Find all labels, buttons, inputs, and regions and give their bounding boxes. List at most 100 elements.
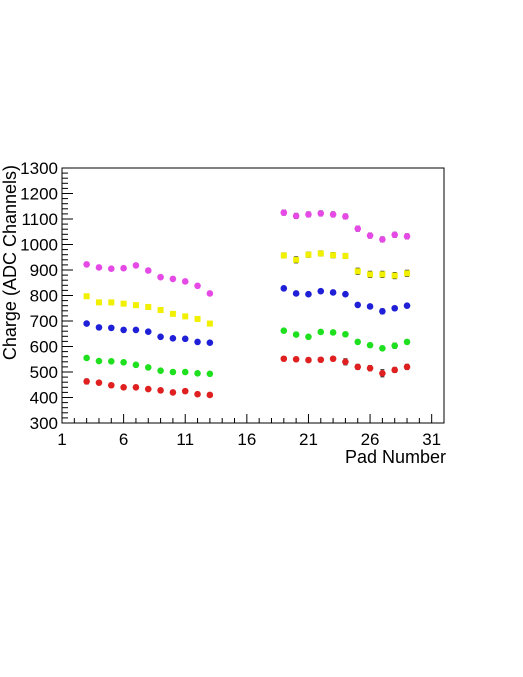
data-point	[169, 310, 176, 317]
data-point	[367, 270, 374, 278]
marker	[83, 354, 90, 362]
data-point	[83, 320, 90, 327]
marker	[391, 342, 399, 350]
marker	[366, 232, 374, 239]
marker	[132, 384, 140, 391]
data-point	[120, 300, 127, 307]
data-point	[354, 267, 361, 275]
data-series	[83, 209, 411, 399]
data-point	[206, 370, 214, 378]
data-point	[280, 252, 287, 259]
marker	[83, 378, 90, 385]
marker	[366, 303, 374, 310]
data-point	[206, 391, 214, 399]
data-point	[144, 385, 152, 393]
marker	[95, 299, 102, 306]
marker	[305, 290, 312, 298]
marker	[354, 268, 361, 275]
data-point	[391, 342, 399, 350]
marker	[145, 303, 152, 310]
marker	[342, 252, 349, 259]
data-point	[132, 361, 140, 369]
data-point	[157, 333, 164, 341]
data-point	[403, 363, 411, 371]
data-point	[379, 236, 386, 243]
data-point	[120, 326, 127, 334]
data-point	[95, 379, 103, 387]
marker	[329, 289, 337, 296]
data-point	[157, 307, 164, 314]
marker	[330, 252, 337, 259]
x-tick-label: 11	[176, 430, 194, 449]
marker	[206, 290, 214, 297]
data-point	[83, 354, 90, 362]
x-tick-label: 26	[361, 430, 380, 449]
marker	[120, 264, 127, 272]
data-point	[403, 233, 411, 240]
series-2	[83, 250, 411, 327]
data-point	[181, 368, 189, 376]
marker	[317, 287, 325, 295]
x-tick-label: 31	[422, 430, 441, 449]
marker	[379, 369, 386, 377]
marker	[108, 299, 115, 306]
marker	[132, 302, 139, 309]
marker	[329, 329, 337, 336]
marker	[194, 369, 201, 377]
data-point	[317, 210, 325, 217]
data-point	[83, 293, 90, 300]
data-point	[181, 278, 189, 285]
data-point	[206, 290, 214, 297]
marker	[107, 324, 115, 332]
marker	[181, 368, 189, 376]
data-point	[107, 265, 115, 273]
marker	[280, 252, 287, 259]
marker	[305, 333, 312, 341]
data-point	[181, 387, 189, 395]
marker	[292, 290, 300, 297]
marker	[342, 213, 349, 220]
marker	[403, 338, 411, 346]
marker	[132, 361, 140, 369]
data-point	[329, 329, 337, 336]
marker	[120, 384, 127, 391]
axes: 1 6 11 16 21 26 313004005006007008009001000110…	[20, 159, 445, 449]
marker	[169, 275, 177, 283]
marker	[95, 357, 103, 365]
data-point	[182, 313, 189, 320]
data-point	[206, 320, 213, 327]
data-point	[280, 209, 288, 216]
data-point	[144, 364, 152, 371]
marker	[144, 328, 152, 336]
series-3	[83, 285, 411, 346]
marker	[95, 264, 103, 271]
marker	[83, 320, 90, 327]
marker	[292, 212, 300, 220]
data-point	[120, 264, 127, 272]
marker	[292, 355, 300, 363]
data-point	[366, 303, 374, 310]
marker	[379, 308, 386, 315]
y-tick-label: 1100	[21, 210, 58, 229]
data-point	[145, 303, 152, 310]
marker	[120, 359, 127, 366]
y-tick-label: 500	[30, 363, 58, 382]
marker	[144, 385, 152, 393]
data-point	[305, 290, 312, 298]
marker	[293, 256, 300, 263]
series-1	[83, 209, 411, 297]
marker	[169, 310, 176, 317]
data-point	[132, 384, 140, 391]
y-tick-label: 700	[30, 312, 58, 331]
data-point	[305, 356, 312, 364]
y-tick-label: 400	[30, 389, 58, 408]
y-axis-title: Charge (ADC Channels)	[0, 165, 20, 360]
x-tick-label: 1	[57, 430, 66, 449]
marker	[83, 261, 90, 268]
marker	[280, 355, 288, 363]
marker	[379, 271, 386, 278]
y-tick-label: 1200	[20, 185, 58, 204]
data-point	[169, 368, 177, 376]
data-point	[391, 304, 399, 312]
data-point	[366, 364, 374, 372]
